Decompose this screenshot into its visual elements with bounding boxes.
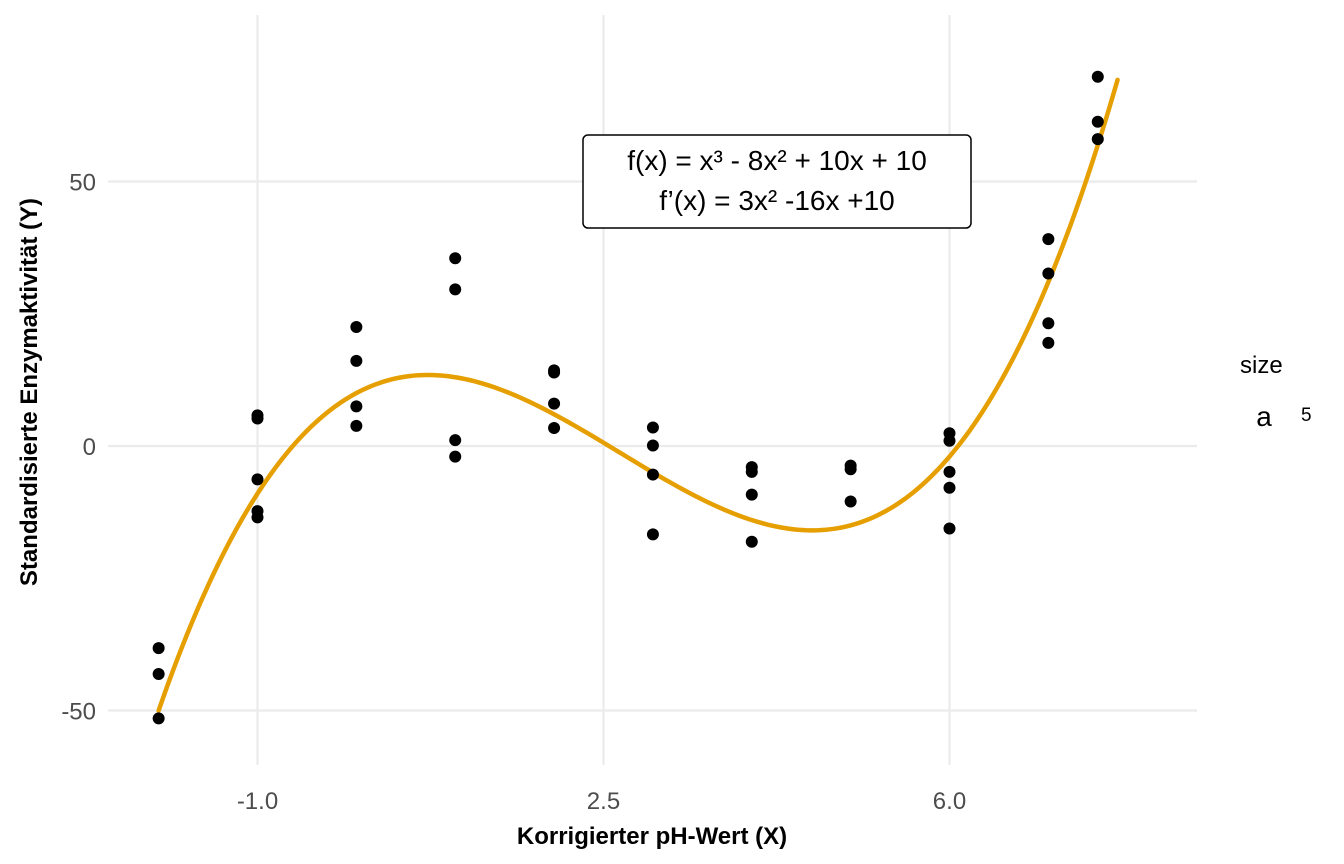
data-point: [1042, 317, 1055, 330]
data-point: [350, 320, 363, 333]
data-point: [943, 481, 956, 494]
data-point: [449, 252, 462, 265]
data-point: [1042, 233, 1055, 246]
y-tick-label: -50: [61, 699, 96, 726]
data-point: [152, 642, 165, 655]
legend-label: 5: [1301, 405, 1312, 426]
data-point: [548, 366, 561, 379]
x-axis-title: Korrigierter pH-Wert (X): [517, 823, 787, 850]
data-point: [844, 495, 857, 508]
x-tick-label: 6.0: [933, 788, 966, 815]
data-point: [1042, 267, 1055, 280]
data-point: [1091, 70, 1104, 83]
data-point: [350, 419, 363, 432]
data-point: [1091, 115, 1104, 128]
data-point: [449, 283, 462, 296]
data-point: [943, 434, 956, 447]
data-point: [449, 434, 462, 447]
x-tick-labels: -1.0 2.5 6.0: [237, 788, 966, 815]
data-point: [548, 422, 561, 435]
y-axis-title: Standardisierte Enzymaktivität (Y): [16, 198, 43, 586]
legend-title: size: [1240, 352, 1283, 379]
data-point: [943, 465, 956, 478]
data-points: [152, 70, 1104, 725]
data-point: [745, 465, 758, 478]
fit-curve: [156, 77, 1120, 713]
data-point: [251, 473, 264, 486]
data-point: [646, 421, 659, 434]
y-tick-labels: -50 0 50: [61, 170, 96, 726]
data-point: [646, 468, 659, 481]
data-point: [251, 412, 264, 425]
data-point: [1042, 336, 1055, 349]
annotation-line-1: f(x) = x³ - 8x² + 10x + 10: [627, 145, 927, 176]
data-point: [548, 397, 561, 410]
data-point: [251, 511, 264, 524]
x-tick-label: -1.0: [237, 788, 278, 815]
data-point: [152, 712, 165, 725]
data-point: [646, 439, 659, 452]
data-point: [646, 528, 659, 541]
data-point: [350, 400, 363, 413]
data-point: [745, 535, 758, 548]
data-point: [844, 463, 857, 476]
data-point: [152, 667, 165, 680]
legend: size a 5: [1240, 352, 1312, 432]
annotation-line-2: f’(x) = 3x² -16x +10: [659, 185, 894, 216]
data-point: [350, 354, 363, 367]
x-tick-label: 2.5: [587, 788, 620, 815]
legend-key: a: [1256, 401, 1272, 432]
data-point: [1091, 133, 1104, 146]
data-point: [449, 450, 462, 463]
data-point: [745, 488, 758, 501]
data-point: [943, 522, 956, 535]
y-tick-label: 0: [83, 434, 96, 461]
annotation-box: f(x) = x³ - 8x² + 10x + 10 f’(x) = 3x² -…: [582, 134, 972, 229]
y-tick-label: 50: [69, 170, 96, 197]
annotation-border: [582, 134, 972, 229]
